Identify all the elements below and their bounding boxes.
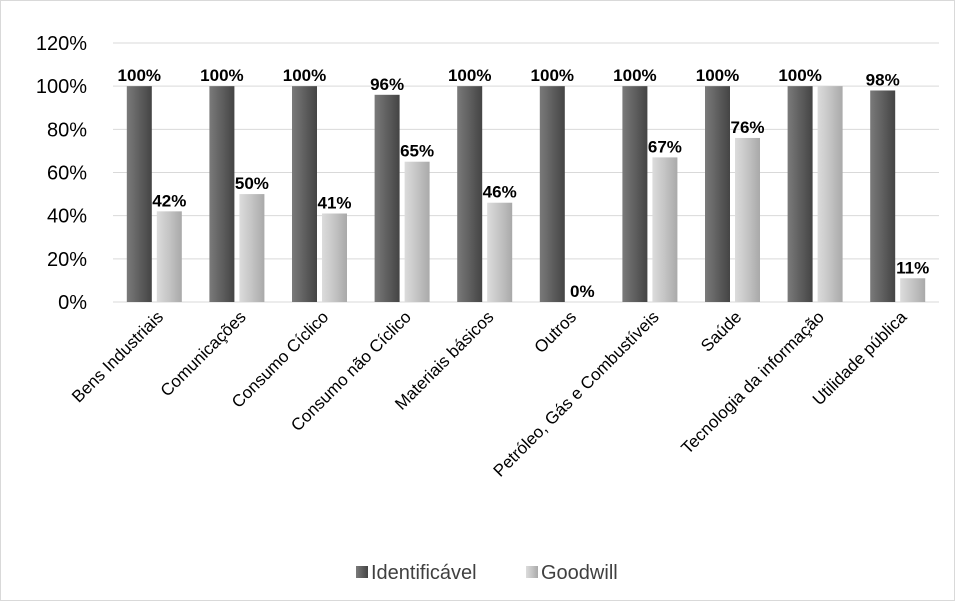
- data-label: 100%: [118, 66, 161, 85]
- y-axis-tick-labels: 0% 20% 40% 60% 80% 100% 120%: [36, 33, 87, 314]
- legend-label: Identificável: [371, 562, 477, 584]
- x-category-label: Tecnologia da informação: [678, 307, 828, 457]
- data-label: 65%: [400, 142, 434, 161]
- bar-identificavel: [457, 86, 483, 303]
- data-label: 98%: [866, 70, 900, 89]
- y-tick-label: 120%: [36, 33, 87, 55]
- legend-label: Goodwill: [541, 562, 618, 584]
- y-tick-label: 20%: [47, 249, 87, 271]
- legend-swatch: [356, 566, 368, 578]
- data-label: 100%: [283, 66, 326, 85]
- bar-identificavel: [622, 86, 648, 303]
- data-label: 50%: [235, 174, 269, 193]
- bar-goodwill: [652, 157, 678, 302]
- bar-goodwill: [322, 213, 347, 302]
- x-category-label: Saúde: [697, 307, 745, 355]
- bar-identificavel: [209, 86, 235, 303]
- data-labels: 100% 42% 100% 50% 100% 41% 96% 65% 100% 46% 100% 0%…: [118, 66, 930, 301]
- legend-swatch: [526, 566, 538, 578]
- bar-goodwill: [239, 194, 265, 302]
- data-label: 100%: [696, 66, 739, 85]
- data-label: 100%: [778, 66, 821, 85]
- bar-goodwill: [817, 86, 843, 303]
- data-label: 100%: [200, 66, 243, 85]
- bar-identificavel: [374, 94, 400, 302]
- y-tick-label: 100%: [36, 76, 87, 98]
- y-tick-label: 80%: [47, 119, 87, 141]
- y-tick-label: 40%: [47, 206, 87, 228]
- bar-identificavel: [292, 86, 317, 303]
- bar-goodwill: [735, 137, 760, 302]
- x-category-label: Outros: [531, 307, 581, 357]
- data-label: 100%: [448, 66, 491, 85]
- data-label: 100%: [613, 66, 656, 85]
- data-label: 100%: [531, 66, 574, 85]
- x-category-label: Comunicações: [157, 307, 250, 400]
- data-label: 46%: [483, 183, 517, 202]
- bar-goodwill: [156, 211, 182, 302]
- bars: [126, 86, 926, 303]
- bar-identificavel: [705, 86, 730, 303]
- y-tick-label: 0%: [58, 292, 87, 314]
- data-label: 96%: [370, 75, 404, 94]
- x-category-label: Petróleo, Gás e Combustíveis: [490, 307, 663, 480]
- bar-goodwill: [487, 202, 513, 302]
- legend: Identificável Goodwill: [356, 562, 618, 584]
- x-category-label: Bens Industriais: [68, 307, 167, 406]
- bar-identificavel: [870, 90, 896, 302]
- data-label: 41%: [317, 194, 351, 213]
- bar-goodwill: [404, 161, 430, 302]
- data-label: 67%: [648, 137, 682, 156]
- data-label: 76%: [730, 118, 764, 137]
- bar-identificavel: [539, 86, 565, 303]
- data-label: 11%: [896, 258, 929, 277]
- y-tick-label: 60%: [47, 163, 87, 185]
- data-label: 42%: [152, 191, 186, 210]
- bar-identificavel: [787, 86, 813, 303]
- bar-identificavel: [126, 86, 152, 303]
- bar-goodwill: [900, 278, 926, 302]
- data-label: 0%: [570, 282, 595, 301]
